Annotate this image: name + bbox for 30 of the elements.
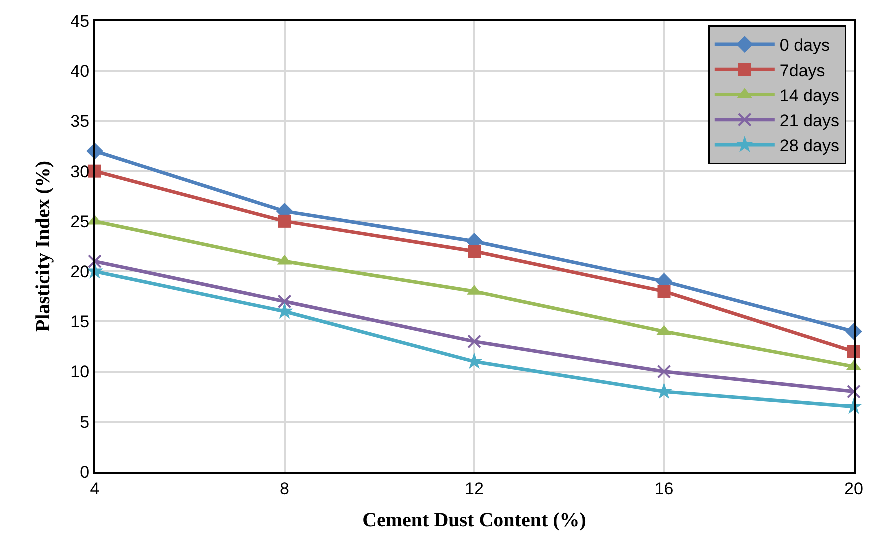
y-axis-title: Plasticity Index (%) [32,160,55,332]
y-tick-label: 5 [80,412,90,432]
point [468,245,481,258]
point [658,285,671,298]
legend-label: 0 days [780,36,830,56]
legend-label: 21 days [780,111,840,130]
y-tick-label: 10 [70,362,90,382]
point [657,364,672,379]
point [88,254,102,269]
x-tick-label: 12 [465,479,484,498]
y-tick-label: 35 [70,112,90,132]
x-tick-label: 8 [280,479,290,498]
x-tick-label: 4 [90,479,100,498]
point [468,334,482,349]
legend-label: 28 days [780,136,840,156]
point [278,294,292,309]
y-tick-label: 15 [70,312,90,332]
x-tick-label: 20 [844,479,864,498]
y-tick-label: 25 [70,212,90,232]
y-tick-label: 45 [70,12,90,31]
point [847,384,861,399]
y-tick-label: 0 [80,462,90,482]
point [656,382,673,400]
y-tick-label: 20 [70,262,90,282]
x-axis-title: Cement Dust Content (%) [362,509,586,532]
point [278,214,292,228]
legend-label: 14 days [780,86,840,106]
x-tick-label: 16 [654,479,674,498]
y-tick-label: 40 [70,62,90,82]
legend-label: 7days [780,61,826,80]
